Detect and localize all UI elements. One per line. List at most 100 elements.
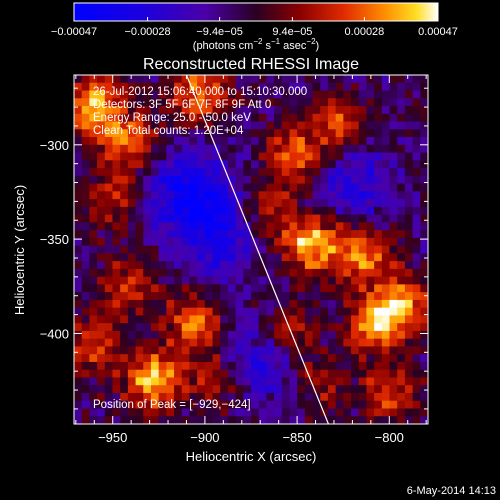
heatmap-cell [289,330,298,340]
heatmap-cell [374,90,383,99]
heatmap-cell [366,354,375,363]
heatmap-cell [227,253,237,262]
plot-frame [73,74,429,425]
heatmap-cell [243,82,252,92]
heatmap-cell [197,121,206,130]
heatmap-cell [212,416,221,424]
heatmap-cell [335,307,344,317]
heatmap-cell [404,82,414,92]
heatmap-cell [235,199,244,208]
heatmap-cell [274,323,283,332]
heatmap-cell [97,416,106,424]
heatmap-cell [181,354,191,363]
heatmap-cell [358,307,368,317]
heatmap-cell [274,113,283,123]
heatmap-cell [181,338,191,348]
heatmap-cell [120,315,129,324]
heatmap-cell [166,137,175,146]
heatmap-cell [335,330,344,340]
heatmap-cell [181,315,191,324]
heatmap-cell [412,191,421,200]
heatmap-cell [374,152,383,161]
heatmap-cell [266,299,275,309]
heatmap-cell [143,129,152,138]
heatmap-cell [120,222,129,231]
heatmap-cell [97,168,106,177]
heatmap-cell [97,152,106,161]
heatmap-cell [235,400,244,410]
heatmap-cell [97,330,106,340]
heatmap-cell [120,191,129,200]
heatmap-cell [335,315,344,324]
heatmap-cell [227,230,237,239]
heatmap-cell [220,276,229,285]
heatmap-cell [104,82,114,92]
heatmap-cell [274,400,283,410]
heatmap-cell [150,222,160,231]
heatmap-cell [281,245,291,254]
heatmap-cell [281,168,291,177]
heatmap-cell [243,237,252,247]
heatmap-cell [304,323,314,332]
heatmap-cell [343,206,352,216]
heatmap-cell [158,168,167,177]
heatmap-cell [158,206,167,216]
heatmap-cell [397,214,406,223]
heatmap-cell [181,369,191,379]
heatmap-cell [220,106,229,115]
heatmap-cell [127,175,137,185]
heatmap-cell [120,338,129,348]
heatmap-cell [351,222,360,231]
heatmap-cell [312,175,321,185]
heatmap-cell [89,90,98,99]
heatmap-cell [258,253,267,262]
heatmap-cell [297,338,306,348]
heatmap-cell [381,245,391,254]
heatmap-cell [266,323,275,332]
heatmap-cell [143,121,152,130]
heatmap-cell [212,222,221,231]
heatmap-cell [104,261,114,270]
heatmap-cell [104,416,114,424]
heatmap-cell [397,292,406,301]
heatmap-cell [181,276,191,285]
heatmap-cell [258,385,267,394]
heatmap-cell [397,183,406,192]
heatmap-cell [135,377,144,386]
heatmap-cell [366,191,375,200]
heatmap-cell [135,292,144,301]
heatmap-cell [235,346,244,355]
heatmap-cell [150,284,160,293]
heatmap-cell [258,400,267,410]
heatmap-cell [243,214,252,223]
heatmap-cell [243,276,252,285]
heatmap-cell [358,183,368,192]
heatmap-cell [251,369,260,379]
heatmap-cell [120,144,129,154]
heatmap-cell [397,222,406,231]
heatmap-cell [81,307,90,317]
heatmap-cell [150,261,160,270]
heatmap-cell [197,268,206,278]
heatmap-cell [227,392,237,402]
heatmap-cell [351,346,360,355]
heatmap-cell [112,183,121,192]
heatmap-cell [381,292,391,301]
heatmap-cell [135,284,144,293]
heatmap-cell [251,245,260,254]
heatmap-cell [112,361,121,371]
heatmap-cell [412,307,421,317]
heatmap-cell [227,261,237,270]
heatmap-cell [304,82,314,92]
heatmap-cell [381,338,391,348]
heatmap-cell [166,284,175,293]
heatmap-cell [127,90,137,99]
heatmap-cell [227,214,237,223]
heatmap-cell [135,168,144,177]
heatmap-cell [343,369,352,379]
heatmap-cell [166,385,175,394]
heatmap-cell [89,400,98,410]
heatmap-cell [235,121,244,130]
heatmap-cell [358,361,368,371]
heatmap-cell [289,160,298,169]
